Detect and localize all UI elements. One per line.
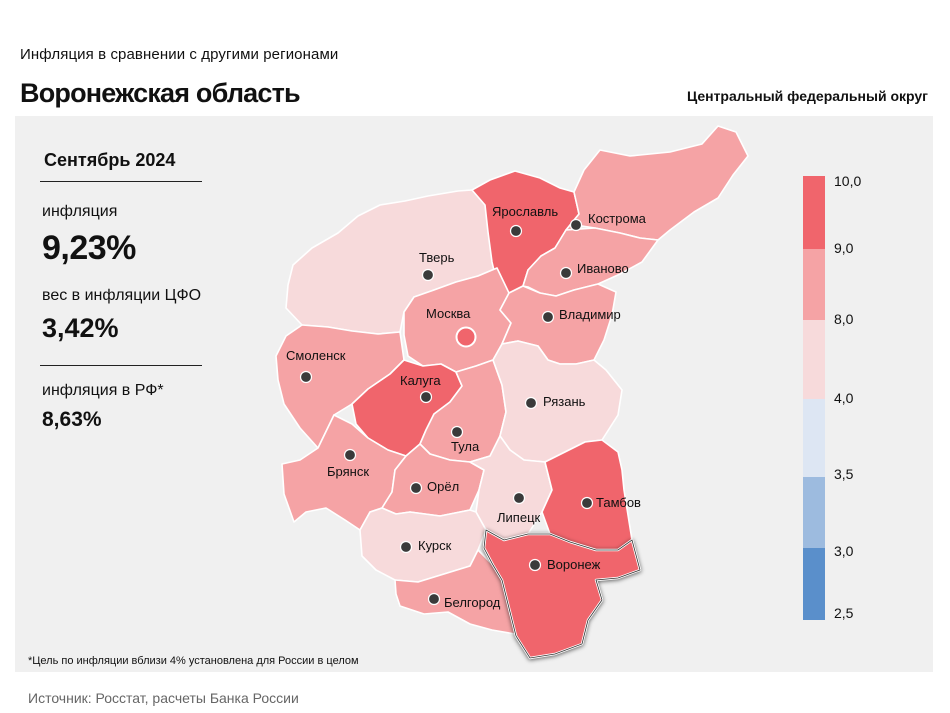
city-label-kostroma: Кострома [588,211,647,226]
legend-band-2 [803,249,825,320]
legend-band-1 [803,176,825,249]
city-marker-kaluga [419,390,433,404]
city-marker-tula [450,425,464,439]
city-label-belgorod: Белгород [444,595,501,610]
district-label: Центральный федеральный округ [686,88,928,104]
city-label-ryazan: Рязань [543,394,586,409]
city-label-voronezh: Воронеж [547,557,601,572]
inflation-value: 9,23% [42,229,136,267]
rf-inflation-value: 8,63% [42,408,102,431]
legend-band-3 [803,320,825,399]
legend-tick-9: 9,0 [834,240,854,256]
city-label-smolensk: Смоленск [286,348,346,363]
region-tambov [541,439,633,551]
legend-tick-2-5: 2,5 [834,605,854,621]
region-voronezh [482,528,642,660]
city-marker-lipetsk [512,491,526,505]
city-marker-moscow [455,326,477,348]
city-label-tambov: Тамбов [596,495,641,510]
city-label-yaroslavl: Ярославль [492,204,558,219]
city-label-lipetsk: Липецк [497,510,541,525]
rf-inflation-label: инфляция в РФ* [42,382,164,399]
city-label-orel: Орёл [427,479,459,494]
divider-top [40,181,202,182]
city-marker-tver [421,268,435,282]
city-label-vladimir: Владимир [559,307,621,322]
city-marker-ivanovo [559,266,573,280]
page-title: Воронежская область [20,78,301,108]
city-label-kaluga: Калуга [400,373,441,388]
legend-tick-4: 4,0 [834,390,854,406]
city-label-ivanovo: Иваново [577,261,629,276]
region-voronezh-outline [483,529,641,659]
legend-band-5 [803,477,825,548]
legend-band-4 [803,399,825,477]
city-label-tula: Тула [451,439,480,454]
footnote: *Цель по инфляции вблизи 4% установлена … [28,655,359,667]
city-label-bryansk: Брянск [327,464,369,479]
city-marker-smolensk [299,370,313,384]
legend-tick-10: 10,0 [834,173,862,189]
source-note: Источник: Росстат, расчеты Банка России [28,690,299,706]
divider-bottom [40,365,202,366]
period-label: Сентябрь 2024 [44,150,176,170]
city-label-tver: Тверь [419,250,455,265]
city-marker-voronezh [528,558,542,572]
inflation-label: инфляция [42,203,118,220]
city-markers [299,218,594,606]
city-marker-orel [409,481,423,495]
weight-value: 3,42% [42,313,119,343]
legend-tick-3-5: 3,5 [834,466,854,482]
weight-label: вес в инфляции ЦФО [42,287,202,304]
city-marker-ryazan [524,396,538,410]
city-marker-vladimir [541,310,555,324]
city-label-kursk: Курск [418,538,452,553]
city-marker-tambov [580,496,594,510]
legend-tick-3: 3,0 [834,543,854,559]
city-marker-yaroslavl [509,224,523,238]
city-marker-kursk [399,540,413,554]
city-label-moscow: Москва [426,306,471,321]
chart-kicker: Инфляция в сравнении с другими регионами [20,46,339,63]
legend-tick-8: 8,0 [834,311,854,327]
legend-band-6 [803,548,825,620]
city-marker-belgorod [427,592,441,606]
city-marker-kostroma [569,218,583,232]
city-marker-bryansk [343,448,357,462]
